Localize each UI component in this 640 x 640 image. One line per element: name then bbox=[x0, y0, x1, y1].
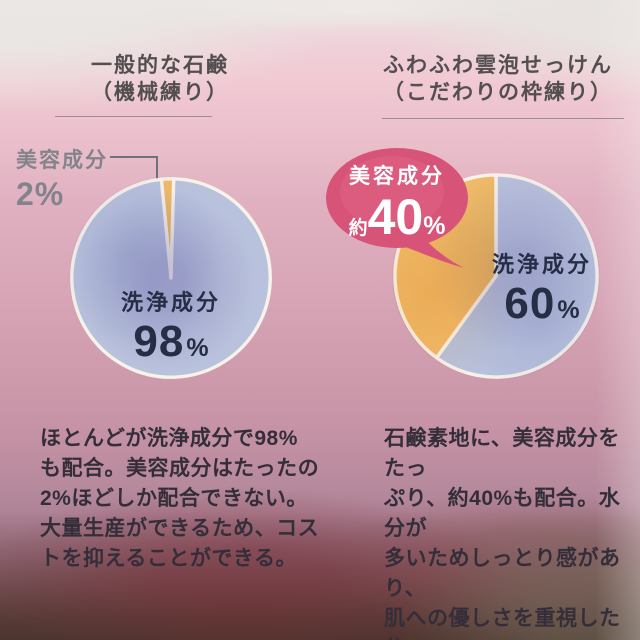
left-description-paragraph: ほとんどが洗浄成分で98% も配合。美容成分はたったの 2%ほどしか配合できない… bbox=[40, 427, 320, 570]
right-chart-title: ふわふわ雲泡せっけん （こだわりの枠練り） bbox=[368, 52, 628, 106]
left-chart-title: 一般的な石鹸 （機械練り） bbox=[40, 52, 280, 106]
right-title-underline bbox=[382, 118, 624, 119]
right-pie-slice-label: 洗浄成分 bbox=[491, 252, 592, 277]
bubble-value: 約 40% bbox=[324, 188, 470, 246]
right-description-paragraph: 石鹸素地に、美容成分をたっ ぷり、約40%も配合。水分が 多いためしっとり感があ… bbox=[384, 427, 621, 640]
right-pie-slice-value: 60% bbox=[481, 279, 603, 329]
speech-bubble-text: 美容成分 約 40% bbox=[324, 160, 470, 246]
right-pie-annotation: 洗浄成分 60% bbox=[481, 247, 603, 329]
bubble-value-number: 40 bbox=[367, 189, 424, 245]
left-pie-slice-value: 98% bbox=[64, 317, 278, 367]
left-pie-annotation: 洗浄成分 98% bbox=[64, 285, 278, 367]
pie-chart-machine-soap: 洗浄成分 98% bbox=[64, 171, 278, 385]
beauty-ingredient-speech-bubble: 美容成分 約 40% bbox=[324, 146, 476, 278]
left-pie-value-unit: % bbox=[186, 334, 209, 362]
right-pie-value-unit: % bbox=[557, 296, 580, 324]
left-title-line2: （機械練り） bbox=[91, 81, 229, 104]
bubble-value-prefix: 約 bbox=[348, 218, 368, 239]
left-title-line1: 一般的な石鹸 bbox=[91, 54, 229, 77]
left-pie-slice-label: 洗浄成分 bbox=[120, 290, 221, 315]
callout-label: 美容成分 bbox=[16, 149, 108, 172]
left-pie-value-number: 98 bbox=[133, 317, 185, 366]
callout-value: 2% bbox=[16, 176, 65, 212]
right-title-line2: （こだわりの枠練り） bbox=[383, 81, 613, 104]
bubble-value-unit: % bbox=[423, 212, 446, 240]
beauty-ingredient-callout: 美容成分 2% bbox=[16, 144, 108, 213]
right-title-line1: ふわふわ雲泡せっけん bbox=[383, 54, 613, 77]
callout-leader-line bbox=[110, 156, 158, 180]
bubble-label: 美容成分 bbox=[349, 165, 445, 188]
pie-chart-machine-soap-svg bbox=[70, 177, 272, 379]
left-title-underline bbox=[55, 116, 212, 117]
right-pie-value-number: 60 bbox=[504, 279, 556, 328]
speech-bubble-shape bbox=[326, 148, 468, 268]
